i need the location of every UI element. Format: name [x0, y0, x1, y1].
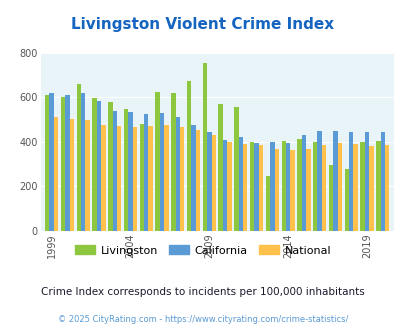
Bar: [218, 104, 222, 231]
Bar: [328, 165, 333, 231]
Bar: [54, 117, 58, 231]
Bar: [360, 142, 364, 231]
Bar: [69, 118, 74, 231]
Bar: [112, 111, 117, 231]
Bar: [265, 177, 270, 231]
Bar: [92, 98, 96, 231]
Bar: [65, 95, 69, 231]
Bar: [285, 143, 290, 231]
Bar: [270, 142, 274, 231]
Bar: [321, 145, 326, 231]
Bar: [305, 148, 310, 231]
Bar: [101, 125, 105, 231]
Bar: [132, 127, 137, 231]
Bar: [128, 112, 132, 231]
Bar: [317, 131, 321, 231]
Bar: [148, 126, 153, 231]
Bar: [117, 126, 121, 231]
Bar: [202, 63, 207, 231]
Bar: [222, 140, 227, 231]
Bar: [368, 146, 373, 231]
Bar: [164, 125, 168, 231]
Bar: [234, 107, 238, 231]
Text: Livingston Violent Crime Index: Livingston Violent Crime Index: [71, 17, 334, 32]
Bar: [207, 132, 211, 231]
Bar: [312, 142, 317, 231]
Bar: [274, 148, 278, 231]
Bar: [191, 125, 195, 231]
Bar: [337, 143, 341, 231]
Bar: [254, 143, 258, 231]
Bar: [81, 93, 85, 231]
Bar: [49, 93, 54, 231]
Bar: [139, 124, 144, 231]
Bar: [384, 145, 388, 231]
Bar: [258, 145, 262, 231]
Bar: [348, 132, 353, 231]
Bar: [211, 135, 215, 231]
Text: Crime Index corresponds to incidents per 100,000 inhabitants: Crime Index corresponds to incidents per…: [41, 287, 364, 297]
Bar: [186, 81, 191, 231]
Bar: [144, 114, 148, 231]
Bar: [85, 119, 90, 231]
Bar: [375, 141, 379, 231]
Bar: [45, 95, 49, 231]
Bar: [175, 117, 179, 231]
Bar: [379, 132, 384, 231]
Bar: [364, 132, 368, 231]
Bar: [249, 142, 254, 231]
Bar: [155, 92, 160, 231]
Bar: [281, 141, 285, 231]
Bar: [61, 97, 65, 231]
Bar: [243, 144, 247, 231]
Bar: [301, 135, 305, 231]
Bar: [108, 102, 112, 231]
Bar: [77, 84, 81, 231]
Bar: [353, 144, 357, 231]
Text: © 2025 CityRating.com - https://www.cityrating.com/crime-statistics/: © 2025 CityRating.com - https://www.city…: [58, 315, 347, 324]
Bar: [238, 137, 243, 231]
Bar: [160, 113, 164, 231]
Legend: Livingston, California, National: Livingston, California, National: [70, 241, 335, 260]
Bar: [179, 127, 184, 231]
Bar: [344, 169, 348, 231]
Bar: [333, 131, 337, 231]
Bar: [195, 130, 200, 231]
Bar: [124, 109, 128, 231]
Bar: [227, 142, 231, 231]
Bar: [171, 93, 175, 231]
Bar: [296, 139, 301, 231]
Bar: [96, 101, 101, 231]
Bar: [290, 150, 294, 231]
